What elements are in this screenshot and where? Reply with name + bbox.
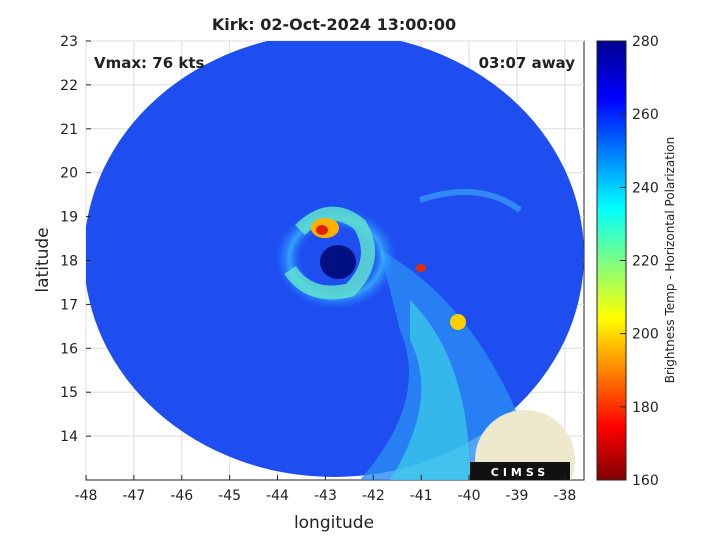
colorbar-tick-label: 220 bbox=[632, 254, 659, 270]
y-tick-label: 20 bbox=[60, 166, 78, 182]
satellite-image bbox=[86, 41, 584, 480]
x-tick-label: -47 bbox=[122, 488, 145, 504]
x-tick-label: -40 bbox=[458, 488, 481, 504]
colorbar-tick-label: 260 bbox=[632, 107, 659, 123]
y-tick-label: 19 bbox=[60, 210, 78, 226]
colorbar-label: Brightness Temp - Horizontal Polarizatio… bbox=[663, 137, 677, 384]
x-tick-label: -46 bbox=[170, 488, 193, 504]
colorbar-tick-label: 280 bbox=[632, 34, 659, 50]
logo: CIMSS bbox=[470, 410, 575, 480]
x-tick-label: -38 bbox=[553, 488, 576, 504]
y-tick-label: 22 bbox=[60, 78, 78, 94]
x-tick-label: -43 bbox=[314, 488, 337, 504]
y-tick-label: 18 bbox=[60, 254, 78, 270]
chart-title: Kirk: 02-Oct-2024 13:00:00 bbox=[212, 15, 456, 34]
y-tick-label: 14 bbox=[60, 429, 78, 445]
colorbar-tick-label: 240 bbox=[632, 180, 659, 196]
colorbar-tick-label: 200 bbox=[632, 327, 659, 343]
annotation: 03:07 away bbox=[479, 54, 576, 72]
x-tick-label: -45 bbox=[218, 488, 241, 504]
x-tick-label: -41 bbox=[410, 488, 433, 504]
colorbar-tick-label: 160 bbox=[632, 473, 659, 489]
y-tick-label: 16 bbox=[60, 341, 78, 357]
x-tick-label: -42 bbox=[362, 488, 385, 504]
x-axis-label: longitude bbox=[294, 513, 374, 533]
y-tick-label: 15 bbox=[60, 385, 78, 401]
y-axis-label: latitude bbox=[33, 227, 53, 292]
logo-text: CIMSS bbox=[491, 466, 549, 479]
y-tick-label: 23 bbox=[60, 34, 78, 50]
x-tick-label: -48 bbox=[75, 488, 98, 504]
annotation: Vmax: 76 kts bbox=[94, 54, 204, 72]
colorbar-tick-label: 180 bbox=[632, 400, 659, 416]
x-tick-label: -39 bbox=[506, 488, 529, 504]
x-tick-label: -44 bbox=[266, 488, 289, 504]
y-tick-label: 17 bbox=[60, 297, 78, 313]
y-tick-label: 21 bbox=[60, 122, 78, 138]
